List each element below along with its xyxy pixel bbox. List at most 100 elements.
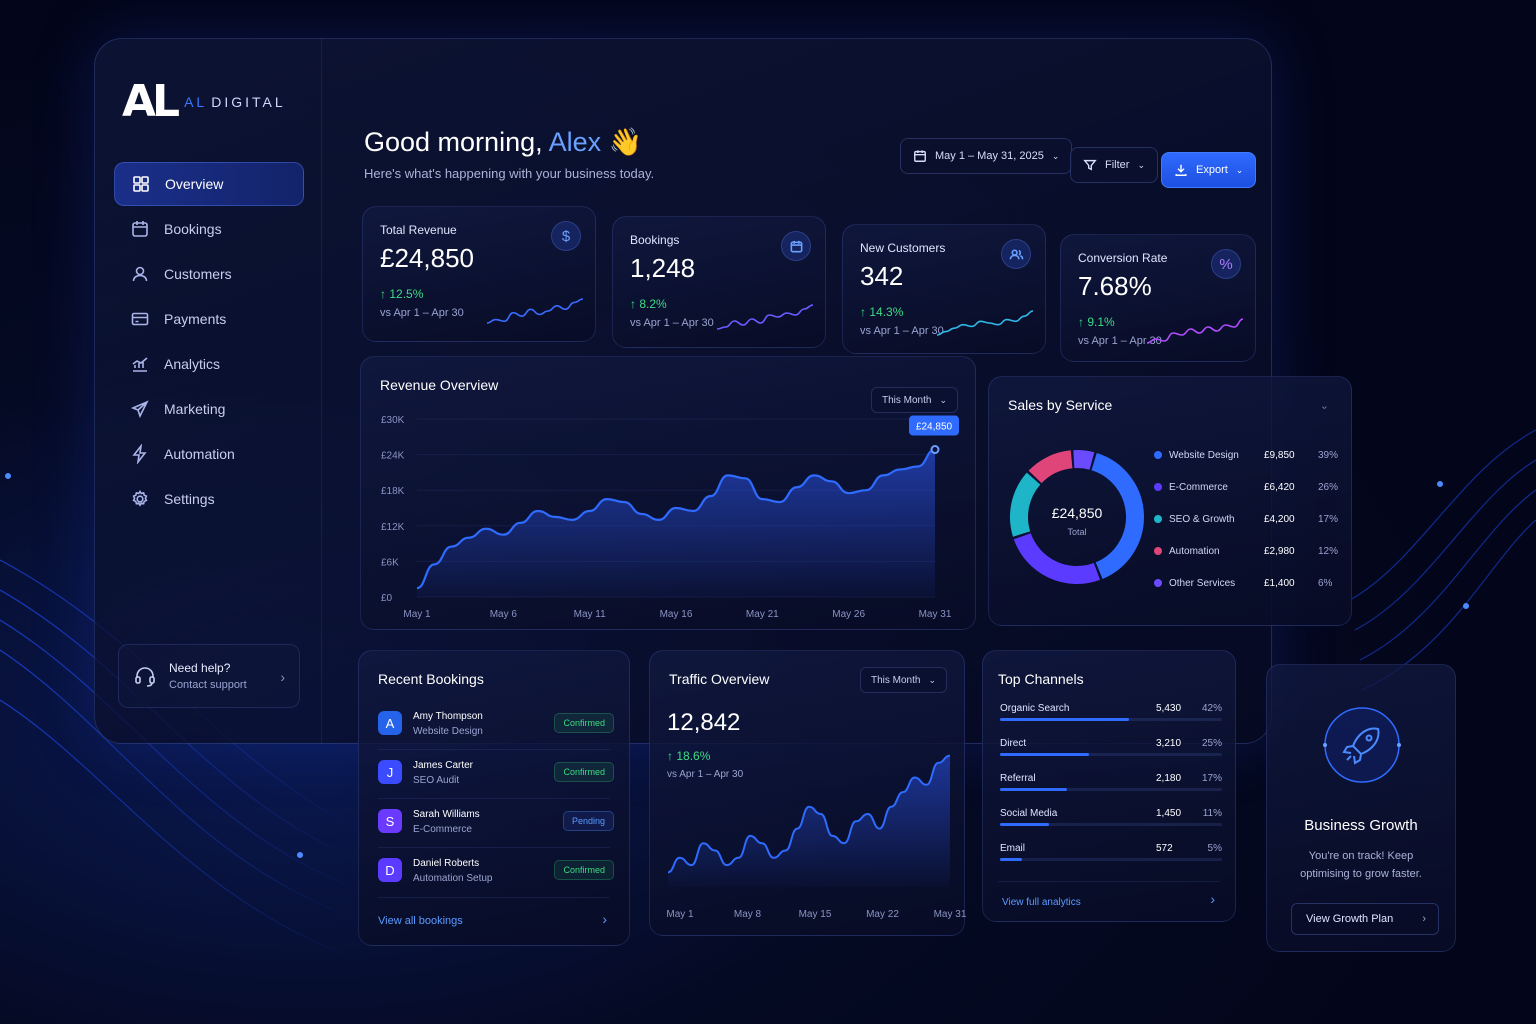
x-tick-label: May 31 — [919, 609, 952, 620]
users-icon — [1001, 239, 1031, 269]
booking-name: Amy Thompson — [413, 711, 483, 722]
nav-item-payments[interactable]: Payments — [114, 297, 304, 341]
revenue-point — [930, 445, 940, 455]
kpi-card-customers[interactable]: New Customers 342 ↑ 14.3% vs Apr 1 – Apr… — [842, 224, 1046, 354]
legend-item: E-Commerce £6,420 26% — [1154, 479, 1338, 495]
filter-button[interactable]: Filter ⌄ — [1070, 147, 1158, 183]
donut-slice — [1073, 450, 1095, 470]
donut-slice — [1091, 452, 1144, 579]
chevron-down-icon: ⌄ — [1235, 164, 1244, 175]
legend-value: £9,850 — [1264, 449, 1295, 461]
kpi-title: Conversion Rate — [1078, 251, 1168, 265]
nav-item-analytics[interactable]: Analytics — [114, 342, 304, 386]
booking-row[interactable]: A Amy Thompson Website Design Confirmed — [378, 707, 614, 747]
kpi-value: 7.68% — [1078, 271, 1152, 301]
kpi-card-conversion[interactable]: Conversion Rate 7.68% ↑ 9.1% vs Apr 1 – … — [1060, 234, 1256, 362]
avatar: A — [378, 711, 402, 735]
nav-item-settings[interactable]: Settings — [114, 477, 304, 521]
legend-dot — [1154, 579, 1162, 587]
view-growth-plan-button[interactable]: View Growth Plan › — [1291, 903, 1439, 935]
x-tick-label: May 1 — [666, 909, 694, 920]
booking-row[interactable]: D Daniel Roberts Automation Setup Confirmed — [378, 854, 614, 894]
y-tick-label: £30K — [381, 415, 405, 426]
kpi-card-revenue[interactable]: Total Revenue £24,850 ↑ 12.5% vs Apr 1 –… — [362, 206, 596, 342]
revenue-range-select[interactable]: This Month ⌄ — [871, 387, 959, 413]
card-icon — [131, 312, 149, 326]
nav-label: Customers — [164, 266, 232, 282]
y-tick-label: £12K — [381, 522, 405, 533]
nav-label: Analytics — [164, 356, 221, 372]
sparkline-line — [487, 298, 583, 324]
channel-row[interactable]: Direct 3,210 25% — [1000, 738, 1222, 768]
chevron-down-icon: ⌄ — [1137, 159, 1145, 170]
kpi-sparkline — [487, 298, 583, 324]
legend-label: Other Services — [1169, 577, 1236, 589]
channel-row[interactable]: Organic Search 5,430 42% — [1000, 703, 1222, 733]
export-button[interactable]: Export ⌄ — [1161, 152, 1257, 188]
nav-item-marketing[interactable]: Marketing — [114, 387, 304, 431]
channel-name: Direct — [1000, 738, 1027, 749]
status-badge: Confirmed — [554, 762, 614, 782]
channel-bar-fill — [1000, 718, 1129, 721]
gear-icon — [132, 490, 148, 507]
nav-item-overview[interactable]: Overview — [114, 162, 304, 206]
kpi-period: vs Apr 1 – Apr 30 — [380, 307, 464, 319]
nav-item-customers[interactable]: Customers — [114, 252, 304, 296]
revenue-callout — [909, 415, 959, 436]
chevron-down-icon[interactable]: ⌄ — [1319, 400, 1329, 412]
channel-value: 2,180 — [1156, 773, 1182, 784]
x-tick-label: May 16 — [660, 609, 693, 620]
calendar-icon — [132, 221, 148, 237]
legend-dot — [1154, 483, 1162, 491]
card-title: Recent Bookings — [378, 671, 484, 687]
view-all-bookings-link[interactable]: View all bookings — [378, 915, 463, 927]
chevron-right-icon[interactable]: › — [602, 911, 607, 927]
channel-bar-fill — [1000, 753, 1089, 756]
nav-label: Automation — [164, 446, 235, 462]
chevron-right-icon: › — [280, 669, 285, 685]
channel-bar-track — [1000, 823, 1222, 826]
legend-label: E-Commerce — [1169, 481, 1228, 493]
channel-row[interactable]: Social Media 1,450 11% — [1000, 808, 1222, 838]
arrow-up-icon: ↑ — [1078, 315, 1088, 329]
main-nav: Overview Bookings Customers Payments Ana… — [114, 162, 304, 522]
avatar: D — [378, 858, 402, 882]
channel-row[interactable]: Email 572 5% — [1000, 843, 1222, 873]
kpi-card-bookings[interactable]: Bookings 1,248 ↑ 8.2% vs Apr 1 – Apr 30 — [612, 216, 826, 348]
nav-item-bookings[interactable]: Bookings — [114, 207, 304, 251]
booking-row[interactable]: J James Carter SEO Audit Confirmed — [378, 756, 614, 796]
revenue-line — [416, 448, 936, 590]
legend-value: £4,200 — [1264, 513, 1295, 525]
y-tick-label: £24K — [381, 451, 405, 462]
logo-mark: AL — [122, 76, 180, 127]
chevron-right-icon[interactable]: › — [1210, 891, 1215, 907]
help-subtitle: Contact support — [169, 679, 247, 691]
filter-icon — [1083, 159, 1097, 171]
filter-label: Filter — [1105, 159, 1130, 171]
kpi-value: £24,850 — [380, 243, 474, 273]
sales-donut-chart — [1010, 450, 1144, 584]
booking-row[interactable]: S Sarah Williams E-Commerce Pending — [378, 805, 614, 845]
dollar-icon: $ — [551, 221, 581, 251]
page-title: Good morning, Alex 👋 — [364, 127, 643, 157]
traffic-range-select[interactable]: This Month ⌄ — [860, 667, 948, 693]
nav-label: Settings — [164, 491, 215, 507]
kpi-value: 342 — [860, 261, 904, 291]
kpi-title: New Customers — [860, 241, 946, 255]
revenue-callout-label: £24,850 — [916, 422, 953, 433]
view-full-analytics-link[interactable]: View full analytics — [1002, 897, 1081, 908]
channel-value: 1,450 — [1156, 808, 1182, 819]
x-tick-label: May 22 — [866, 909, 899, 920]
help-card[interactable]: Need help? Contact support › — [118, 644, 300, 708]
legend-percent: 39% — [1318, 449, 1339, 461]
arrow-up-icon: ↑ — [860, 305, 870, 319]
nav-item-automation[interactable]: Automation — [114, 432, 304, 476]
brand-logo[interactable]: AL AL DIGITAL — [122, 76, 286, 127]
channel-row[interactable]: Referral 2,180 17% — [1000, 773, 1222, 803]
date-range-picker[interactable]: May 1 – May 31, 2025 ⌄ — [900, 138, 1073, 174]
sales-by-service-card: Sales by Service ⌄ £24,850 Total Website… — [988, 376, 1352, 626]
user-icon — [132, 266, 148, 282]
divider — [998, 881, 1220, 882]
card-title: Sales by Service — [1008, 397, 1113, 413]
page-subtitle: Here's what's happening with your busine… — [364, 166, 655, 181]
